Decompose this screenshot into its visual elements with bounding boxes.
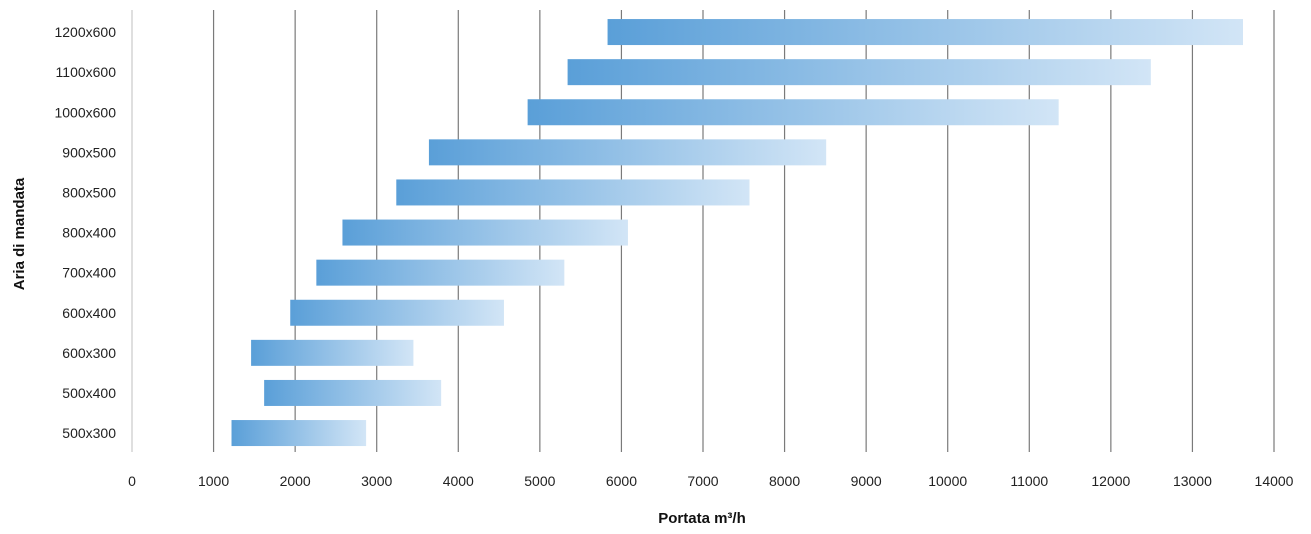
x-tick-label: 4000 <box>443 473 474 489</box>
range-bar-600x300 <box>251 339 414 366</box>
y-tick-label: 800x500 <box>62 184 116 200</box>
range-bar-1200x600 <box>607 19 1244 46</box>
x-tick-label: 0 <box>128 473 136 489</box>
y-tick-label: 700x400 <box>62 265 116 281</box>
y-tick-label: 1000x600 <box>54 104 116 120</box>
y-tick-label: 600x400 <box>62 305 116 321</box>
y-tick-label: 900x500 <box>62 144 116 160</box>
x-tick-label: 8000 <box>769 473 800 489</box>
y-tick-labels: 1200x600 1100x600 1000x600 900x500 800x500 80… <box>54 24 116 441</box>
range-bar-700x400 <box>316 259 565 286</box>
x-tick-label: 7000 <box>687 473 718 489</box>
x-tick-label: 14000 <box>1255 473 1294 489</box>
x-tick-label: 9000 <box>851 473 882 489</box>
y-tick-label: 800x400 <box>62 225 116 241</box>
x-tick-labels: 0 1000 2000 3000 4000 5000 6000 7000 8000 9000 100… <box>128 473 1294 489</box>
x-axis-label: Portata m³/h <box>658 510 746 527</box>
y-tick-label: 500x300 <box>62 425 116 441</box>
range-bar-500x400 <box>264 379 442 406</box>
range-bar-800x400 <box>342 219 628 246</box>
x-tick-label: 3000 <box>361 473 392 489</box>
y-tick-label: 600x300 <box>62 345 116 361</box>
x-tick-label: 12000 <box>1091 473 1130 489</box>
range-bar-600x400 <box>290 299 504 326</box>
range-bar-1000x600 <box>527 99 1059 126</box>
range-bar-500x300 <box>231 420 367 447</box>
y-tick-label: 1100x600 <box>56 64 117 80</box>
range-bar-800x500 <box>396 179 750 206</box>
x-tick-label: 13000 <box>1173 473 1212 489</box>
y-tick-label: 1200x600 <box>54 24 116 40</box>
x-tick-label: 10000 <box>928 473 967 489</box>
x-tick-label: 5000 <box>524 473 555 489</box>
x-tick-label: 11000 <box>1010 473 1048 489</box>
x-tick-label: 2000 <box>280 473 311 489</box>
range-bar-900x500 <box>428 139 827 166</box>
y-axis-label: Aria di mandata <box>11 177 28 290</box>
x-tick-label: 1000 <box>198 473 229 489</box>
x-tick-label: 6000 <box>606 473 637 489</box>
y-tick-label: 500x400 <box>62 385 116 401</box>
bars <box>231 19 1244 447</box>
range-bar-1100x600 <box>567 59 1151 86</box>
